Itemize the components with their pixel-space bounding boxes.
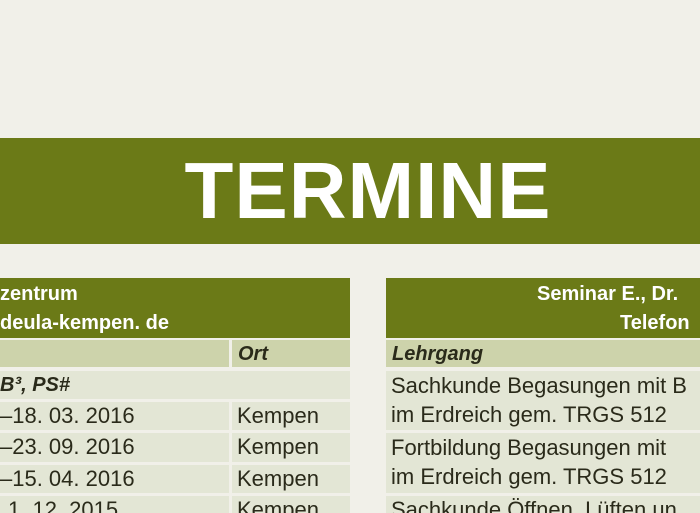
column-header [0, 340, 229, 367]
column-header: Ort [232, 340, 350, 367]
cell-line: im Erdreich gem. TRGS 512 [391, 402, 667, 427]
cell: –15. 04. 2016 [0, 465, 229, 493]
left-header: zentrum deula-kempen. de [0, 278, 350, 338]
cell: Kempen [232, 433, 350, 462]
cell: 1. 12. 2015 [0, 496, 229, 513]
group-row: B³, PS# [0, 371, 350, 399]
cell: –23. 09. 2016 [0, 433, 229, 462]
cell: Fortbildung Begasungen mit im Erdreich g… [386, 433, 700, 493]
cell: Kempen [232, 465, 350, 493]
right-header: Seminar E., Dr. Telefon [386, 278, 700, 338]
cell: –18. 03. 2016 [0, 402, 229, 430]
cell-line: Fortbildung Begasungen mit [391, 435, 667, 460]
column-header: Lehrgang [386, 340, 700, 367]
cell-line: im Erdreich gem. TRGS 512 [391, 464, 667, 489]
banner-title: TERMINE [0, 138, 700, 244]
header-line: Telefon [620, 312, 690, 334]
header-line: zentrum [0, 283, 78, 305]
cell: Kempen [232, 402, 350, 430]
cell: Sachkunde Begasungen mit B im Erdreich g… [386, 371, 700, 430]
cell: Sachkunde Öffnen, Lüften un [386, 496, 700, 513]
header-line: deula-kempen. de [0, 312, 169, 334]
cell-line: Sachkunde Begasungen mit B [391, 373, 687, 398]
header-line: Seminar E., Dr. [537, 283, 679, 305]
cell: Kempen [232, 496, 350, 513]
